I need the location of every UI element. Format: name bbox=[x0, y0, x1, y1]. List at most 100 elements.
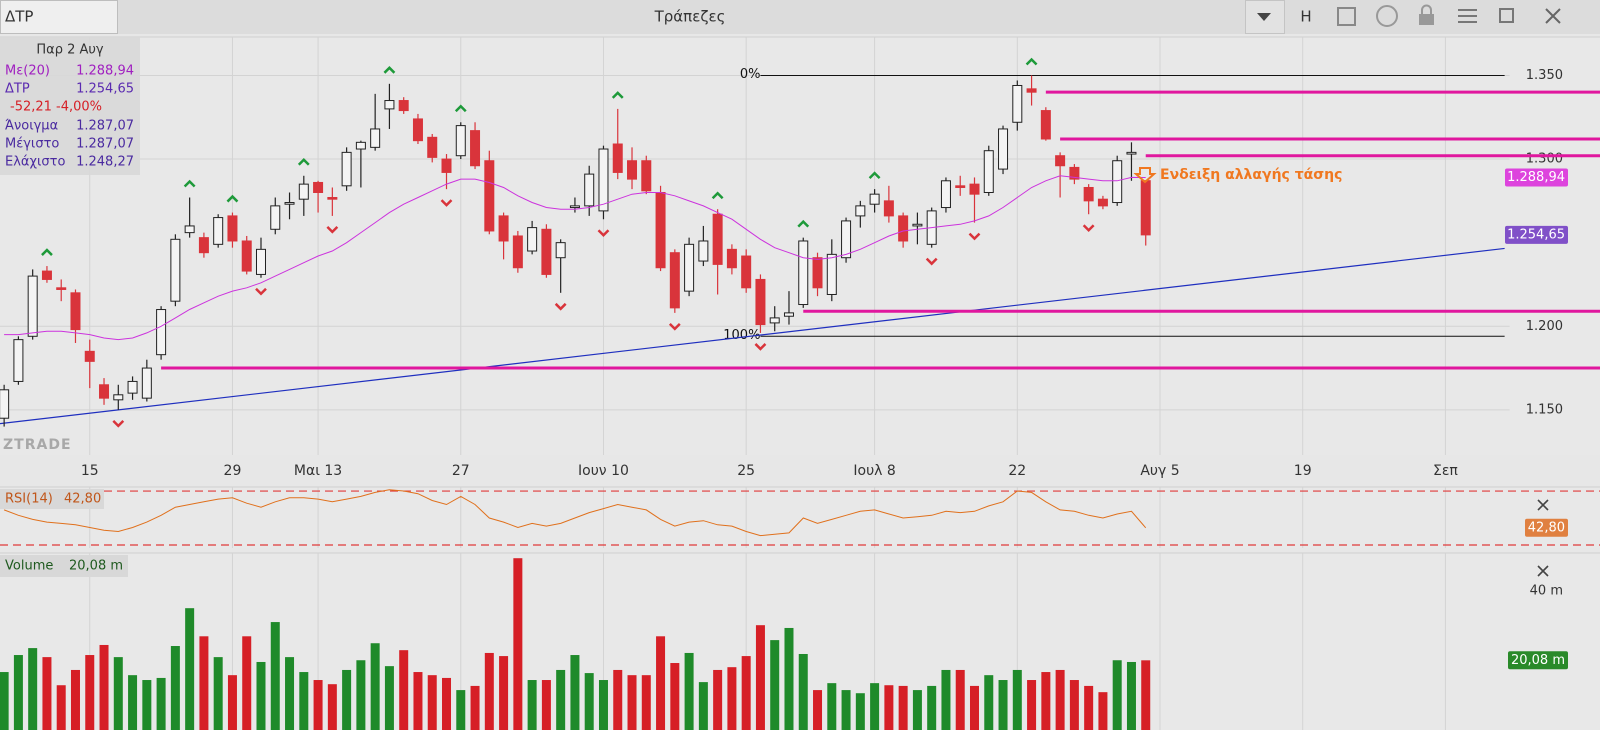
info-label: Ελάχιστο bbox=[5, 155, 65, 170]
value-tag bbox=[1525, 518, 1568, 537]
candle-body bbox=[1026, 88, 1037, 93]
x-tick-label: Μαι 13 bbox=[294, 463, 342, 479]
icon-restore[interactable] bbox=[1499, 8, 1514, 23]
volume-bar bbox=[442, 677, 452, 730]
candle-body bbox=[113, 394, 124, 401]
volume-bar bbox=[1084, 685, 1094, 730]
candle-body bbox=[270, 205, 281, 230]
candle-body bbox=[41, 270, 52, 280]
candle-body bbox=[940, 180, 951, 209]
panel-title: RSI(14) bbox=[5, 492, 53, 507]
value-tag-label: 20,08 m bbox=[1511, 653, 1565, 668]
volume-bar bbox=[1141, 660, 1151, 730]
candle-body bbox=[355, 141, 366, 150]
candle-body bbox=[313, 181, 324, 193]
volume-bar bbox=[313, 680, 323, 730]
volume-bar bbox=[1112, 660, 1122, 730]
candle-body bbox=[527, 227, 538, 252]
candle-body bbox=[56, 287, 67, 290]
volume-bar bbox=[1041, 672, 1051, 730]
volume-bar bbox=[456, 690, 466, 730]
signal-up bbox=[226, 194, 239, 203]
volume-bar bbox=[399, 650, 409, 730]
volume-bar bbox=[384, 666, 394, 730]
candle-body bbox=[184, 225, 195, 234]
candle-body bbox=[298, 183, 309, 200]
volume-bar bbox=[713, 669, 723, 730]
signal-down bbox=[597, 229, 610, 238]
y-tick-label: 1.150 bbox=[1526, 402, 1563, 417]
volume-bar bbox=[156, 677, 166, 730]
volume-bar bbox=[227, 675, 237, 730]
volume-bar bbox=[1012, 669, 1022, 730]
x-tick-label: 25 bbox=[737, 463, 755, 479]
signal-down bbox=[925, 257, 938, 266]
volume-bar bbox=[99, 644, 109, 730]
candle-body bbox=[955, 185, 966, 188]
info-date: Παρ 2 Αυγ bbox=[36, 43, 104, 58]
dropdown-arrow bbox=[1257, 13, 1271, 21]
icon-menu[interactable] bbox=[1458, 9, 1477, 23]
volume-bar bbox=[984, 675, 994, 730]
volume-bar bbox=[570, 655, 580, 730]
info-label: Άνοιγμα bbox=[5, 119, 58, 134]
close-volume[interactable] bbox=[1537, 565, 1549, 577]
button-h[interactable]: H bbox=[1300, 8, 1311, 26]
annotation: Ενδειξη αλλαγής τάσης bbox=[1160, 167, 1342, 183]
price-tag-label: 1.254,65 bbox=[1507, 227, 1565, 242]
x-tick-label: Ιουλ 8 bbox=[853, 463, 895, 479]
candle-body bbox=[855, 205, 866, 217]
trendline bbox=[0, 247, 1505, 425]
signal-up bbox=[611, 91, 624, 99]
panel bbox=[0, 487, 1600, 548]
info-change: -52,21 -4,00% bbox=[10, 100, 102, 115]
candle-body bbox=[841, 220, 852, 259]
plot: 15 29 Μαι 13 27 Ιουν 10 25 Ιουλ 8 22 Αυγ 5 19 Σεπ 1… bbox=[0, 36, 1600, 730]
volume-bar bbox=[56, 685, 66, 730]
volume-bar bbox=[541, 680, 551, 730]
icon-quote[interactable] bbox=[1376, 5, 1398, 27]
candle-body bbox=[969, 183, 980, 195]
y-tick-label: 1.300 bbox=[1526, 152, 1563, 167]
candle-body bbox=[612, 143, 623, 173]
candle-body bbox=[455, 125, 466, 157]
signal-down bbox=[754, 343, 767, 351]
volume-bar bbox=[285, 657, 295, 730]
volume-bar bbox=[641, 675, 651, 730]
candle-body bbox=[441, 158, 452, 173]
close-rsi[interactable] bbox=[1537, 499, 1549, 511]
volume-bar bbox=[955, 669, 965, 730]
x-tick-label: 29 bbox=[224, 463, 242, 479]
volume-bar bbox=[870, 683, 880, 730]
watermark: ZTRADE bbox=[3, 437, 72, 453]
candle-body bbox=[812, 257, 823, 289]
signal-down bbox=[112, 419, 125, 428]
candle-body bbox=[484, 160, 495, 232]
candle-body bbox=[0, 389, 10, 419]
candle-body bbox=[684, 243, 695, 292]
panel-last-value: 42,80 bbox=[64, 492, 101, 507]
symbol-box[interactable] bbox=[0, 0, 118, 34]
price-tag bbox=[1505, 168, 1568, 187]
price-tag bbox=[1505, 225, 1568, 244]
volume-bar bbox=[855, 693, 865, 730]
volume-bar bbox=[513, 558, 523, 730]
info-value: 1.287,07 bbox=[76, 137, 134, 152]
icon-close[interactable] bbox=[1545, 8, 1561, 24]
volume-bar bbox=[784, 627, 794, 730]
volume-bar bbox=[427, 675, 437, 730]
icon-lock[interactable] bbox=[1419, 14, 1434, 25]
candle-body bbox=[512, 235, 523, 269]
candle-body bbox=[669, 252, 680, 309]
volume-bar bbox=[727, 667, 737, 730]
icon-panel[interactable] bbox=[1337, 7, 1356, 26]
volume-bar bbox=[813, 690, 823, 730]
volume-bar bbox=[470, 685, 480, 730]
volume-bar bbox=[798, 653, 808, 730]
symbol: ΔΤΡ bbox=[5, 8, 33, 26]
candle-body bbox=[327, 197, 338, 200]
volume-bar bbox=[841, 690, 851, 730]
info-label: ΔΤΡ bbox=[5, 82, 30, 97]
volume-bar bbox=[256, 661, 266, 730]
signal-down bbox=[968, 232, 981, 241]
